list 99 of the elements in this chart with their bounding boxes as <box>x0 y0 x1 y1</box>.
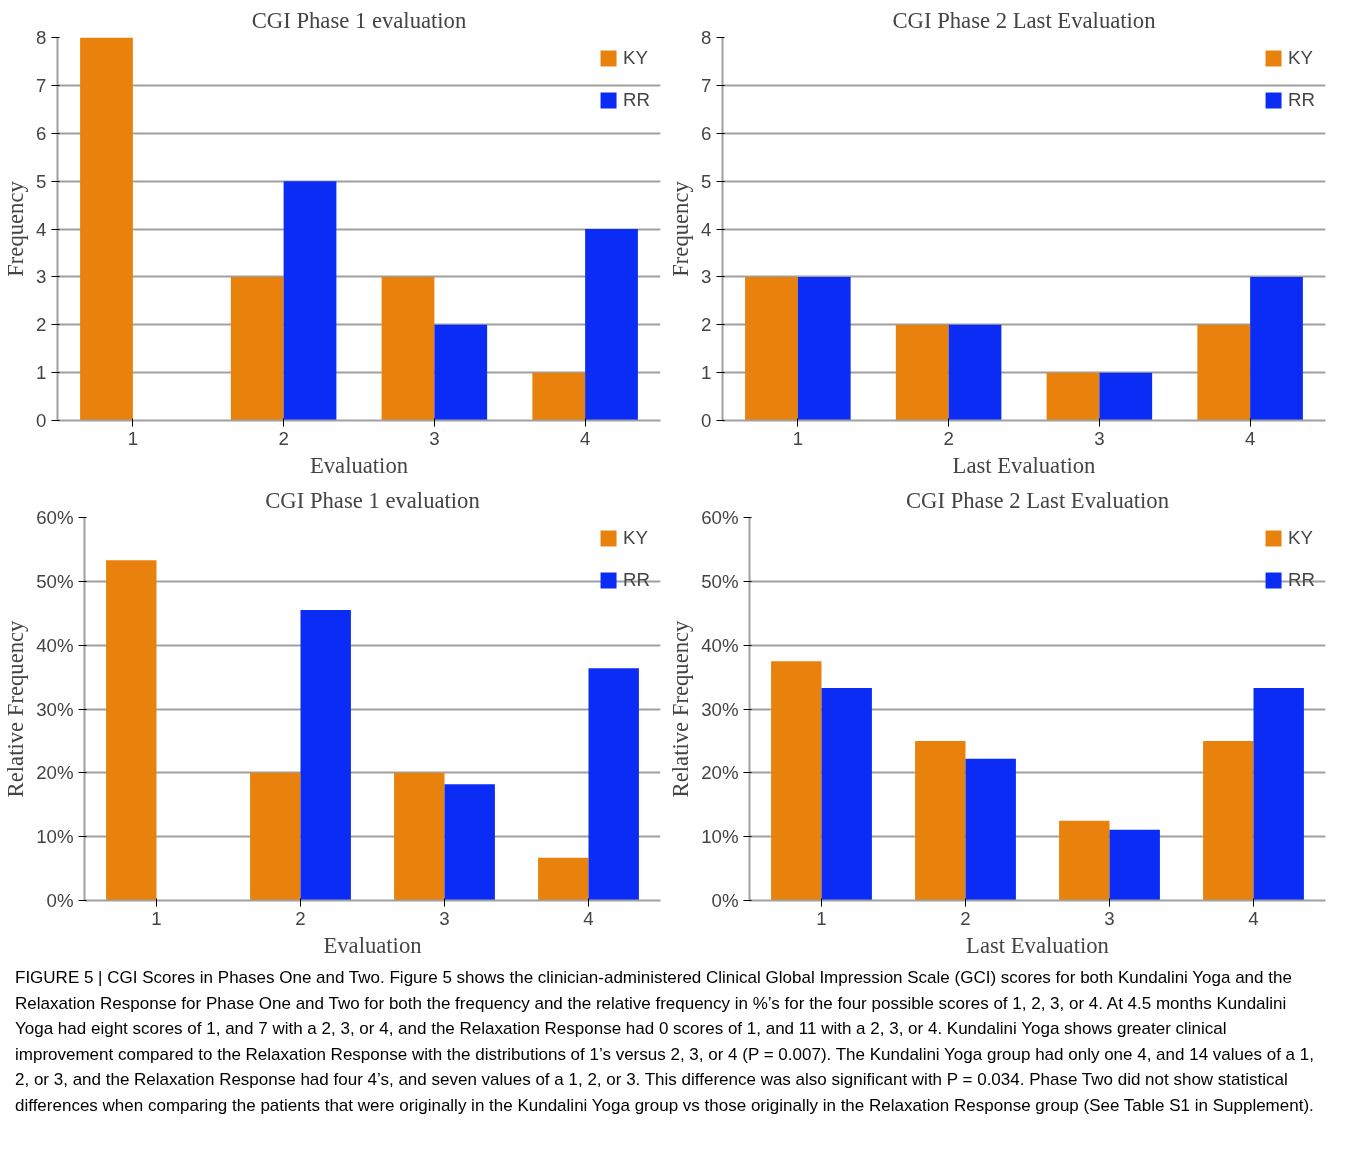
y-tick-label: 8 <box>36 27 47 48</box>
y-tick-label: 4 <box>36 218 47 240</box>
y-tick-label: 2 <box>36 314 47 336</box>
bar <box>80 37 133 421</box>
bar <box>1197 324 1251 421</box>
bar <box>381 276 435 421</box>
y-tick-label: 50% <box>36 570 74 592</box>
chart-title: CGI Phase 1 evaluation <box>265 487 480 513</box>
y-tick-label: 50% <box>701 570 739 592</box>
bar <box>434 324 488 421</box>
x-tick-label: 1 <box>816 907 827 929</box>
y-tick-label: 6 <box>36 122 47 144</box>
y-tick-label: 0 <box>701 410 712 431</box>
y-tick-label: 10% <box>701 826 739 848</box>
legend-label: RR <box>1288 569 1315 591</box>
chart-title: CGI Phase 2 Last Evaluation <box>892 7 1156 33</box>
bar <box>1203 740 1254 901</box>
chart-title: CGI Phase 1 evaluation <box>251 7 467 33</box>
bar <box>1253 687 1304 901</box>
caption: FIGURE 5 | CGI Scores in Phases One and Two. Figure 5 shows the clinician-administered Clinical Global Impression Scale (GCI) scores for both Kundalini Yoga and the Relaxation Response for Phase One and Two for both the frequency and the relative frequency in %’s for the four possible scores of 1, 2, 3, or 4. At 4.5 months Kundalini Yoga had eight scores of 1, and 7 with a 2, 3, or 4, and the Relaxation Response had 0 scores of 1, and 11 with a 2, 3, or 4. Kundalini Yoga shows greater clinical improvement compared to the Relaxation Response with the distributions of 1’s versus 2, 3, or 4 (P = 0.007). The Kundalini Yoga group had only one 4, and 14 values of a 1, 2, or 3, and the Relaxation Response had four 4’s, and seven values of a 1, 2, or 3. This difference was also significant with P = 0.034. Phase Two did not show statistical differences when comparing the patients that were originally in the Kundalini Yoga group vs those originally in the Relaxation Response group (See Table S1 in Supplement). <box>15 967 1315 1117</box>
x-tick-label: 4 <box>1248 907 1259 929</box>
y-tick-label: 30% <box>36 698 74 720</box>
y-axis-title: Relative Frequency <box>3 619 29 798</box>
y-axis-title: Frequency <box>668 180 694 277</box>
y-tick-label: 40% <box>701 634 739 656</box>
y-axis-title: Relative Frequency <box>668 619 694 798</box>
y-tick-label: 8 <box>701 27 712 48</box>
bar <box>1059 820 1110 901</box>
y-tick-label: 20% <box>36 762 74 784</box>
x-tick-label: 3 <box>429 427 440 449</box>
bar <box>230 276 284 421</box>
x-axis-title: Evaluation <box>323 932 422 958</box>
bar <box>948 324 1002 421</box>
x-tick-label: 4 <box>1244 427 1256 449</box>
y-tick-label: 60% <box>701 507 739 528</box>
bar <box>283 181 337 421</box>
bar <box>444 784 495 901</box>
bar <box>915 740 966 901</box>
bar <box>895 324 949 421</box>
x-tick-label: 2 <box>960 907 971 929</box>
y-tick-label: 0% <box>711 890 739 911</box>
y-tick-label: 1 <box>36 362 47 384</box>
x-tick-label: 4 <box>579 427 591 449</box>
x-axis-title: Evaluation <box>309 452 409 478</box>
legend-label: RR <box>623 569 650 591</box>
bar <box>771 661 822 901</box>
y-axis-title: Frequency <box>3 180 29 277</box>
x-axis-title: Last Evaluation <box>966 932 1109 958</box>
x-tick-label: 1 <box>127 427 139 449</box>
legend-label: RR <box>623 89 650 111</box>
bar <box>300 610 351 901</box>
y-tick-label: 0% <box>46 890 74 911</box>
legend-label: KY <box>1288 527 1313 549</box>
bar <box>106 560 157 901</box>
x-tick-label: 1 <box>792 427 804 449</box>
x-axis-title: Last Evaluation <box>952 452 1096 478</box>
y-tick-label: 5 <box>36 170 47 192</box>
x-tick-label: 3 <box>1094 427 1105 449</box>
bar <box>1099 372 1153 421</box>
x-tick-label: 2 <box>943 427 954 449</box>
y-tick-label: 20% <box>701 762 739 784</box>
bar <box>532 372 586 421</box>
bar <box>745 276 798 421</box>
bar <box>1250 276 1303 421</box>
y-tick-label: 6 <box>701 122 712 144</box>
bar <box>394 772 445 901</box>
y-tick-label: 1 <box>701 362 712 384</box>
legend-label: KY <box>1288 47 1313 69</box>
chart-title: CGI Phase 2 Last Evaluation <box>905 487 1170 513</box>
y-tick-label: 10% <box>36 826 74 848</box>
x-tick-label: 1 <box>151 907 162 929</box>
bar <box>585 229 638 421</box>
y-tick-label: 60% <box>36 507 74 528</box>
bar <box>821 687 872 901</box>
y-tick-label: 7 <box>36 74 47 96</box>
bar <box>1109 829 1160 901</box>
y-tick-label: 30% <box>701 698 739 720</box>
legend-label: KY <box>623 527 648 549</box>
y-tick-label: 4 <box>701 218 712 240</box>
y-tick-label: 3 <box>701 266 712 288</box>
y-tick-label: 0 <box>36 410 47 431</box>
x-tick-label: 2 <box>295 907 306 929</box>
x-tick-label: 4 <box>583 907 594 929</box>
bar <box>1046 372 1100 421</box>
bar <box>588 668 639 901</box>
x-tick-label: 3 <box>439 907 450 929</box>
bar <box>250 772 301 901</box>
y-tick-label: 2 <box>701 314 712 336</box>
y-tick-label: 7 <box>701 74 712 96</box>
bar <box>538 857 589 901</box>
x-tick-label: 3 <box>1104 907 1115 929</box>
bar <box>965 758 1016 901</box>
y-tick-label: 3 <box>36 266 47 288</box>
bar <box>797 276 851 421</box>
y-tick-label: 5 <box>701 170 712 192</box>
legend-label: KY <box>623 47 648 69</box>
legend-label: RR <box>1288 89 1315 111</box>
y-tick-label: 40% <box>36 634 74 656</box>
x-tick-label: 2 <box>278 427 289 449</box>
